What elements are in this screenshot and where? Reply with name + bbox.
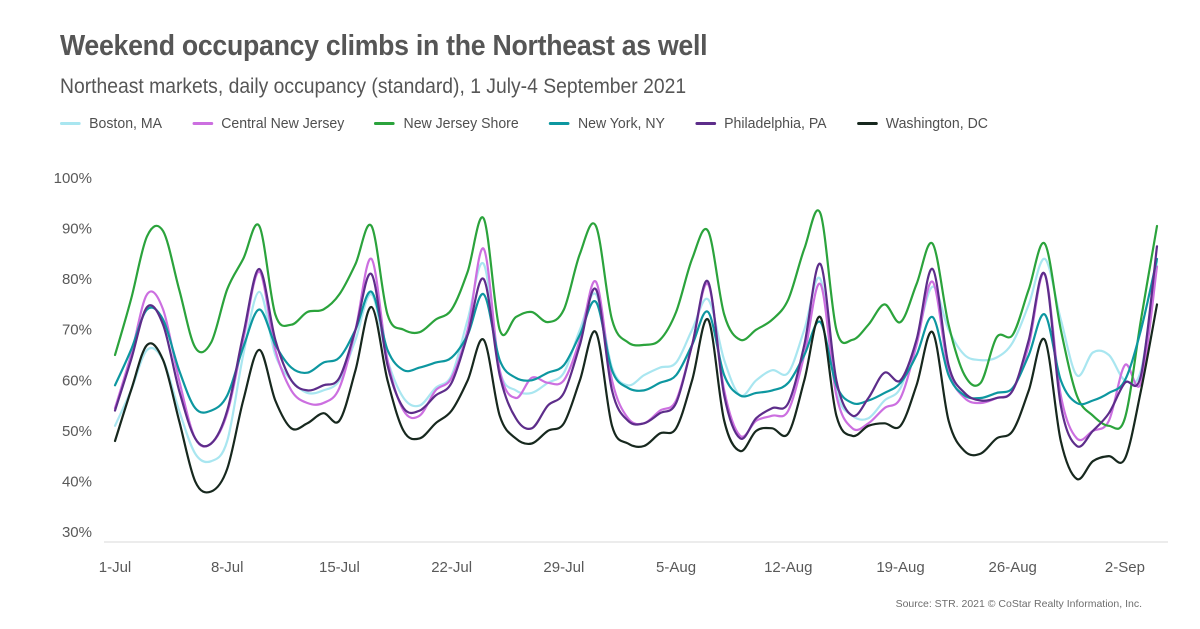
legend-swatch-central-new-jersey bbox=[192, 122, 213, 125]
legend-label: Central New Jersey bbox=[221, 115, 345, 132]
y-tick-label: 100% bbox=[54, 170, 92, 187]
y-tick-label: 40% bbox=[62, 473, 92, 490]
x-tick-label: 2-Sep bbox=[1105, 559, 1145, 576]
y-tick-label: 80% bbox=[62, 271, 92, 288]
y-tick-label: 60% bbox=[62, 372, 92, 389]
x-tick-label: 15-Jul bbox=[319, 559, 360, 576]
y-tick-label: 50% bbox=[62, 423, 92, 440]
legend-label: Philadelphia, PA bbox=[724, 115, 827, 132]
line-series-new-york-ny bbox=[113, 257, 1159, 414]
y-tick-label: 70% bbox=[62, 322, 92, 339]
legend-item-new-jersey-shore: New Jersey Shore bbox=[374, 115, 519, 132]
x-tick-label: 12-Aug bbox=[764, 559, 812, 576]
line-series-washington-dc bbox=[113, 303, 1159, 494]
page-title: Weekend occupancy climbs in the Northeas… bbox=[60, 30, 708, 62]
y-axis-ticks: 30% 40% 50% 60% 70% 80% 90% 100% bbox=[54, 170, 92, 541]
page-subtitle: Northeast markets, daily occupancy (stan… bbox=[60, 75, 687, 98]
x-tick-label: 26-Aug bbox=[989, 559, 1037, 576]
line-series-central-new-jersey bbox=[113, 247, 1159, 448]
x-tick-label: 29-Jul bbox=[543, 559, 584, 576]
x-tick-label: 5-Aug bbox=[656, 559, 696, 576]
legend-swatch-washington-dc bbox=[856, 122, 878, 125]
legend-label: Boston, MA bbox=[89, 115, 163, 132]
legend-item-washington-dc: Washington, DC bbox=[856, 115, 988, 132]
x-tick-label: 19-Aug bbox=[876, 559, 924, 576]
legend-swatch-philadelphia-pa bbox=[695, 122, 716, 125]
x-tick-label: 1-Jul bbox=[99, 559, 132, 576]
legend-item-philadelphia-pa: Philadelphia, PA bbox=[695, 115, 827, 132]
x-tick-label: 8-Jul bbox=[211, 559, 244, 576]
y-tick-label: 90% bbox=[62, 221, 92, 238]
legend-label: New York, NY bbox=[577, 115, 665, 132]
legend-item-central-new-jersey: Central New Jersey bbox=[192, 115, 344, 132]
x-tick-label: 22-Jul bbox=[431, 559, 472, 576]
legend-label: Washington, DC bbox=[885, 115, 988, 132]
legend-label: New Jersey Shore bbox=[403, 115, 519, 132]
source-attribution: Source: STR. 2021 © CoStar Realty Inform… bbox=[895, 598, 1142, 610]
series-lines bbox=[113, 209, 1159, 494]
legend-swatch-boston-ma bbox=[60, 122, 81, 125]
line-series-new-jersey-shore bbox=[113, 209, 1159, 430]
legend-swatch-new-york-ny bbox=[548, 122, 570, 125]
chart-legend: Boston, MA Central New Jersey New Jersey… bbox=[60, 115, 988, 132]
legend-item-boston-ma: Boston, MA bbox=[60, 115, 162, 132]
y-tick-label: 30% bbox=[62, 524, 92, 541]
legend-swatch-new-jersey-shore bbox=[374, 122, 396, 125]
line-series-philadelphia-pa bbox=[113, 245, 1159, 448]
x-axis-ticks: 1-Jul 8-Jul 15-Jul 22-Jul 29-Jul 5-Aug 12-Aug 1… bbox=[99, 559, 1145, 576]
legend-item-new-york-ny: New York, NY bbox=[548, 115, 665, 132]
